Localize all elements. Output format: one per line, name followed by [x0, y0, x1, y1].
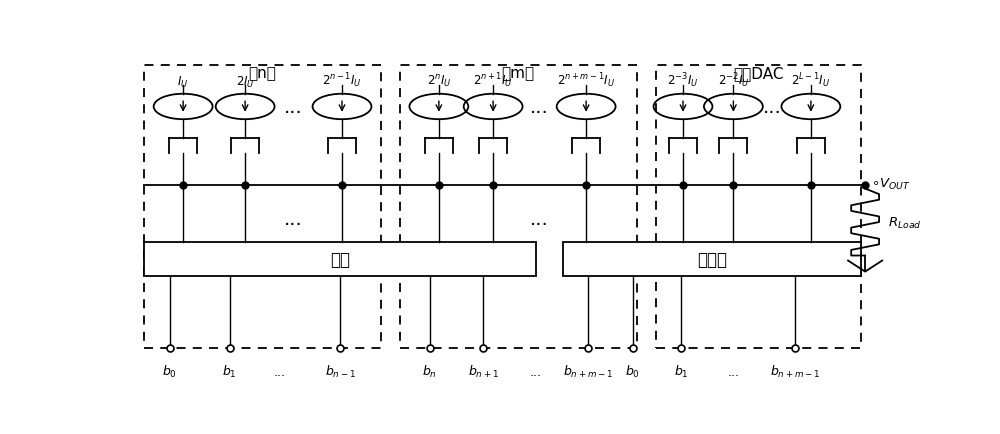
Text: 校准DAC: 校准DAC — [733, 66, 784, 81]
Bar — [144, 66, 381, 348]
Text: ...: ... — [284, 98, 303, 117]
Text: $2^{-2}I_U$: $2^{-2}I_U$ — [718, 71, 749, 89]
Bar — [563, 243, 861, 276]
Text: ...: ... — [284, 210, 303, 229]
Text: $2I_U$: $2I_U$ — [236, 75, 255, 89]
Text: $b_0$: $b_0$ — [625, 363, 640, 379]
Bar — [656, 66, 861, 348]
Text: 缓存: 缓存 — [330, 250, 350, 268]
Text: $b_n$: $b_n$ — [422, 363, 437, 379]
Text: $2^{n+1}I_U$: $2^{n+1}I_U$ — [473, 71, 513, 89]
Text: $2^{L-1}I_U$: $2^{L-1}I_U$ — [791, 71, 830, 89]
Text: $b_{n+m-1}$: $b_{n+m-1}$ — [770, 363, 820, 379]
Text: $2^{n+m-1}I_U$: $2^{n+m-1}I_U$ — [557, 71, 615, 89]
Text: ...: ... — [530, 98, 549, 117]
Text: ...: ... — [274, 365, 286, 378]
Text: $2^nI_U$: $2^nI_U$ — [427, 73, 451, 89]
Text: 高m位: 高m位 — [502, 66, 535, 81]
Bar — [400, 66, 637, 348]
Text: $2^{-3}I_U$: $2^{-3}I_U$ — [667, 71, 699, 89]
Text: 低n位: 低n位 — [249, 66, 276, 81]
Text: ...: ... — [530, 210, 549, 229]
Text: $b_1$: $b_1$ — [222, 363, 237, 379]
Text: $b_{n-1}$: $b_{n-1}$ — [325, 363, 356, 379]
Text: $R_{Load}$: $R_{Load}$ — [888, 215, 922, 230]
Text: $b_0$: $b_0$ — [162, 363, 177, 379]
Text: $b_{n+1}$: $b_{n+1}$ — [468, 363, 499, 379]
Text: $I_U$: $I_U$ — [177, 75, 189, 89]
Text: ...: ... — [727, 365, 739, 378]
Bar — [144, 243, 536, 276]
Text: $b_1$: $b_1$ — [674, 363, 689, 379]
Text: $2^{n-1}I_U$: $2^{n-1}I_U$ — [322, 71, 362, 89]
Text: ...: ... — [763, 98, 782, 117]
Text: ...: ... — [530, 365, 542, 378]
Text: $\circ V_{OUT}$: $\circ V_{OUT}$ — [871, 177, 911, 192]
Text: $b_{n+m-1}$: $b_{n+m-1}$ — [563, 363, 613, 379]
Text: 寄存器: 寄存器 — [697, 250, 727, 268]
